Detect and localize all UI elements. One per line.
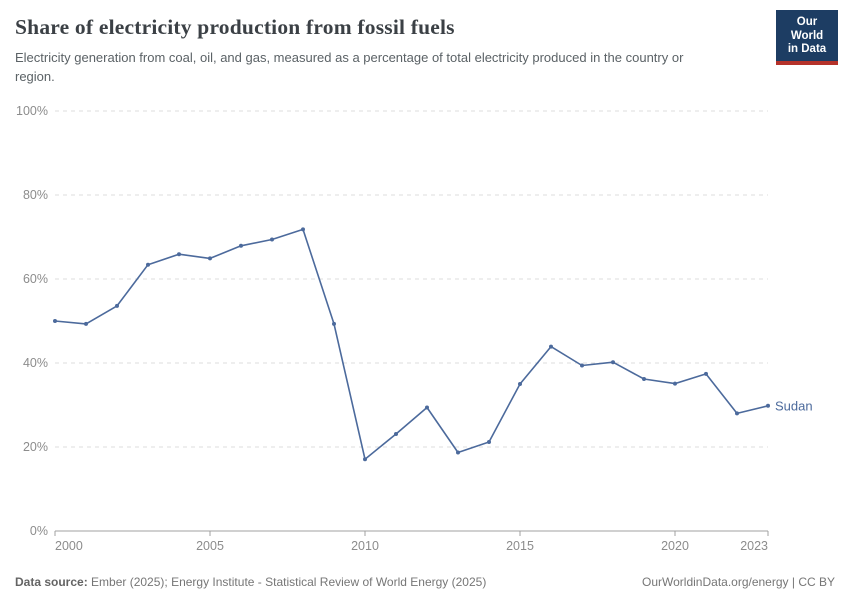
plot-area[interactable]: 0% 20% 40% 60% 80% 100% 2000 2005 2010 2015 2020 20… bbox=[0, 100, 850, 560]
data-point-2003[interactable] bbox=[146, 262, 150, 267]
data-point-2018[interactable] bbox=[611, 360, 615, 365]
data-point-2013[interactable] bbox=[456, 450, 460, 455]
y-tick-label-20: 20% bbox=[23, 440, 48, 454]
data-point-2000[interactable] bbox=[53, 319, 57, 323]
data-point-2005[interactable] bbox=[208, 256, 212, 261]
y-tick-label-40: 40% bbox=[23, 356, 48, 370]
data-point-2002[interactable] bbox=[115, 303, 119, 308]
data-point-2008[interactable] bbox=[301, 227, 305, 232]
data-point-2012[interactable] bbox=[425, 405, 429, 410]
data-point-2009[interactable] bbox=[332, 321, 336, 326]
line-series-sudan bbox=[54, 228, 769, 461]
y-tick-label-60: 60% bbox=[23, 272, 48, 286]
data-point-2019[interactable] bbox=[642, 377, 646, 381]
data-point-2010[interactable] bbox=[363, 457, 367, 462]
x-tick-label-2023: 2023 bbox=[740, 539, 768, 553]
data-point-2004[interactable] bbox=[177, 252, 181, 257]
chart-subtitle: Electricity generation from coal, oil, a… bbox=[15, 50, 684, 84]
data-point-2017[interactable] bbox=[580, 363, 584, 368]
data-point-2022[interactable] bbox=[735, 411, 739, 416]
x-tick-label-2010: 2010 bbox=[351, 539, 379, 553]
data-point-2014[interactable] bbox=[487, 440, 491, 444]
x-tick-label-2000: 2000 bbox=[55, 539, 83, 553]
data-point-2020[interactable] bbox=[673, 381, 677, 386]
data-source-text: Ember (2025); Energy Institute - Statist… bbox=[87, 575, 487, 589]
data-point-2016[interactable] bbox=[549, 344, 553, 349]
x-tick-label-2015: 2015 bbox=[506, 539, 534, 553]
chart-footer: Data source: Ember (2025); Energy Instit… bbox=[15, 575, 835, 589]
chart-header: Share of electricity production from fos… bbox=[15, 14, 760, 86]
y-tick-label-0: 0% bbox=[30, 524, 48, 538]
owid-cc-link[interactable]: OurWorldinData.org/energy | CC BY bbox=[642, 575, 835, 589]
data-point-2023[interactable] bbox=[766, 403, 770, 408]
data-point-2015[interactable] bbox=[518, 382, 522, 386]
y-tick-label-80: 80% bbox=[23, 188, 48, 202]
owid-logo-line2: in Data bbox=[787, 43, 827, 55]
line-chart[interactable]: 0% 20% 40% 60% 80% 100% 2000 2005 2010 2015 2020 20… bbox=[0, 100, 850, 560]
data-point-2001[interactable] bbox=[84, 321, 88, 326]
data-point-2007[interactable] bbox=[270, 237, 274, 242]
x-tick-label-2020: 2020 bbox=[661, 539, 689, 553]
owid-logo-line1: Our World bbox=[790, 16, 824, 42]
series-label-sudan[interactable]: Sudan bbox=[775, 398, 813, 413]
data-source-note: Data source: Ember (2025); Energy Instit… bbox=[15, 575, 486, 589]
data-point-2011[interactable] bbox=[394, 432, 398, 436]
owid-logo[interactable]: Our World in Data bbox=[776, 10, 838, 65]
data-point-2006[interactable] bbox=[239, 243, 243, 248]
y-tick-label-100: 100% bbox=[16, 104, 48, 118]
page-title: Share of electricity production from fos… bbox=[15, 15, 455, 39]
x-tick-label-2005: 2005 bbox=[196, 539, 224, 553]
data-point-2021[interactable] bbox=[704, 371, 708, 376]
data-source-label: Data source: bbox=[15, 575, 88, 589]
